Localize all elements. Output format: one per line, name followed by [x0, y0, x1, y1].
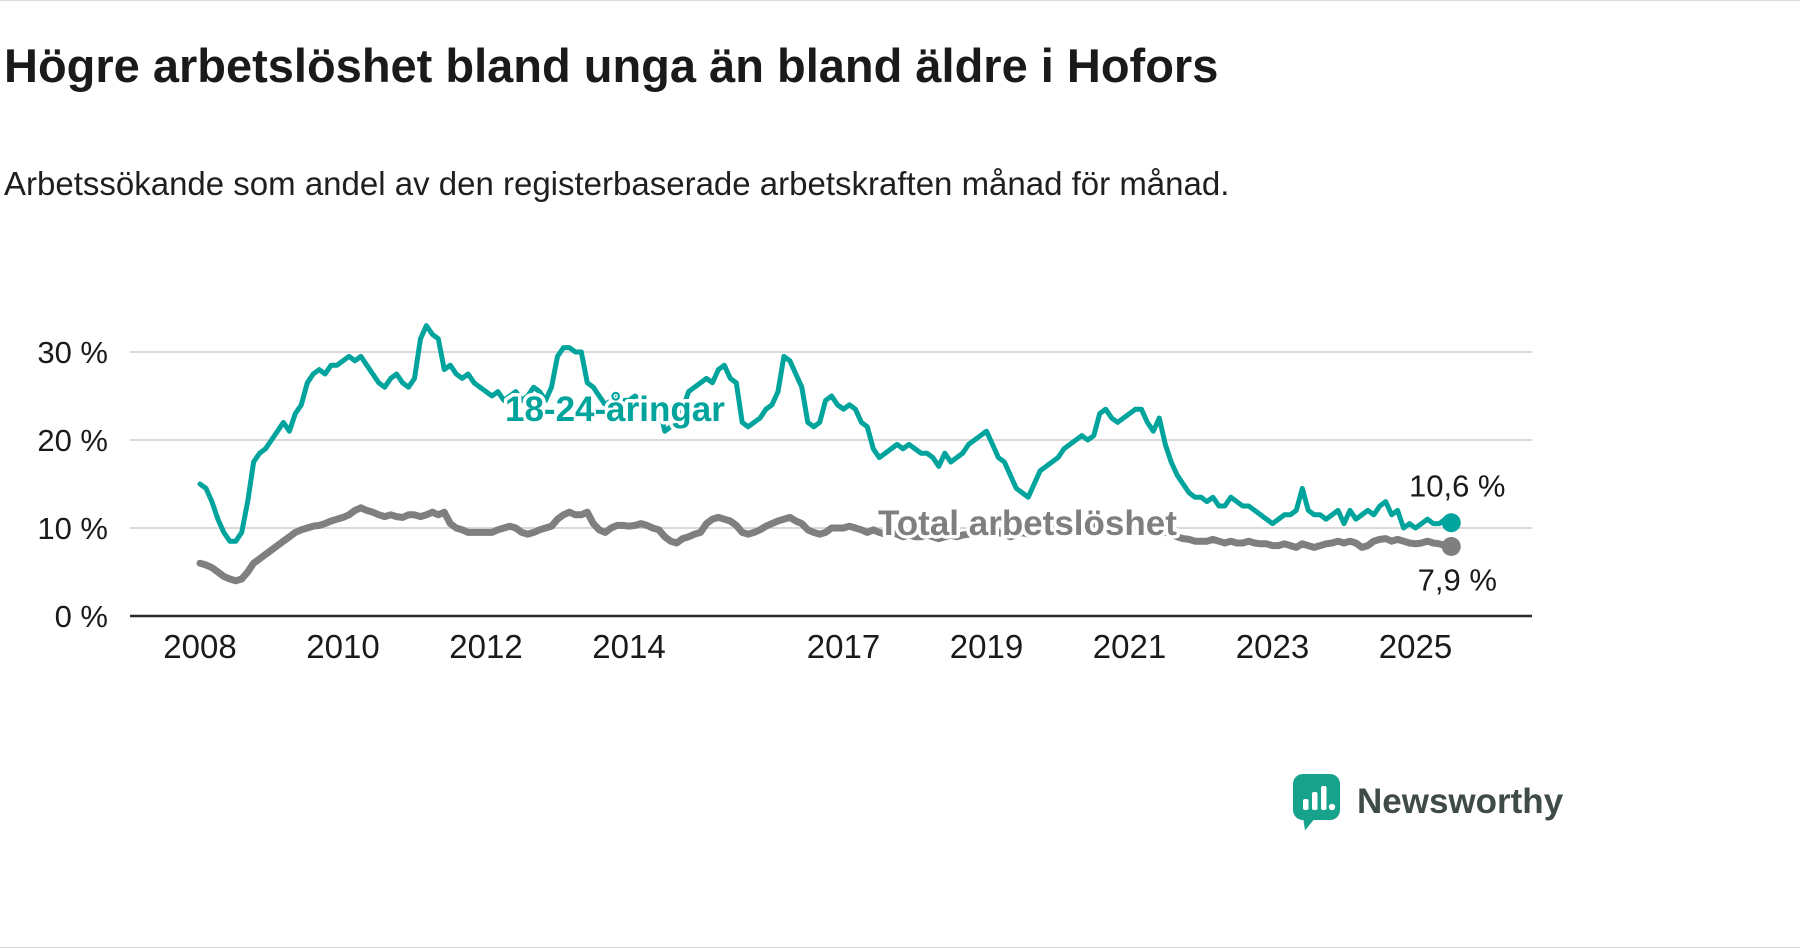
- x-tick-label: 2014: [592, 628, 665, 665]
- series-label-young: 18-24-åringar: [505, 390, 725, 429]
- page-subtitle: Arbetssökande som andel av den registerb…: [4, 165, 1230, 202]
- newsworthy-logo-text: Newsworthy: [1357, 782, 1564, 821]
- series-end-dot-total: [1441, 536, 1461, 556]
- x-tick-label: 2019: [950, 628, 1023, 665]
- x-tick-label: 2023: [1236, 628, 1309, 665]
- y-tick-label: 10 %: [37, 511, 108, 546]
- newsworthy-logo-link[interactable]: Newsworthy: [1292, 773, 1563, 831]
- newsworthy-logo-icon: [1293, 774, 1340, 831]
- y-tick-label: 30 %: [37, 335, 108, 370]
- y-tick-label: 20 %: [37, 423, 108, 458]
- series-end-dot-young: [1441, 513, 1461, 533]
- series-label-total: Total arbetslöshet: [878, 504, 1177, 543]
- x-tick-label: 2025: [1379, 628, 1452, 665]
- x-tick-label: 2008: [163, 628, 236, 665]
- series-end-label-total: 7,9 %: [1418, 562, 1497, 597]
- series-line-young: [197, 323, 1454, 544]
- page-title: Högre arbetslöshet bland unga än bland ä…: [4, 39, 1219, 93]
- x-tick-label: 2010: [306, 628, 379, 665]
- y-tick-label: 0 %: [55, 599, 108, 634]
- x-tick-label: 2012: [449, 628, 522, 665]
- series-end-label-young: 10,6 %: [1409, 469, 1506, 504]
- x-tick-label: 2017: [807, 628, 880, 665]
- x-tick-label: 2021: [1093, 628, 1166, 665]
- series-line-total: [196, 504, 1455, 585]
